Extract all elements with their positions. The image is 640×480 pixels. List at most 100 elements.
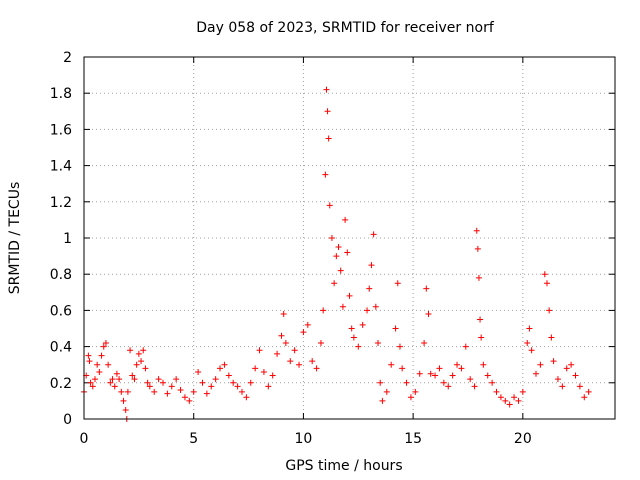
data-point bbox=[421, 339, 428, 346]
data-point bbox=[533, 370, 540, 377]
data-point bbox=[120, 397, 127, 404]
data-point bbox=[432, 372, 439, 379]
data-point bbox=[528, 347, 535, 354]
data-points bbox=[81, 86, 592, 422]
data-point bbox=[388, 361, 395, 368]
data-point bbox=[478, 334, 485, 341]
data-point bbox=[313, 365, 320, 372]
data-point bbox=[100, 343, 107, 350]
data-point bbox=[247, 379, 254, 386]
data-point bbox=[511, 394, 518, 401]
data-point bbox=[412, 388, 419, 395]
data-point bbox=[118, 388, 125, 395]
data-point bbox=[116, 376, 123, 383]
data-point bbox=[449, 372, 456, 379]
data-point bbox=[350, 334, 357, 341]
data-point bbox=[122, 406, 129, 413]
data-point bbox=[576, 383, 583, 390]
data-point bbox=[243, 394, 250, 401]
data-point bbox=[323, 86, 330, 93]
data-point bbox=[151, 388, 158, 395]
y-tick-label: 0.8 bbox=[50, 267, 72, 283]
data-point bbox=[186, 397, 193, 404]
data-point bbox=[383, 388, 390, 395]
axis-ticks bbox=[83, 56, 615, 420]
data-point bbox=[140, 347, 147, 354]
data-point bbox=[159, 379, 166, 386]
y-tick-label: 0.2 bbox=[50, 376, 72, 392]
data-point bbox=[502, 397, 509, 404]
data-point bbox=[396, 343, 403, 350]
data-point bbox=[355, 343, 362, 350]
data-point bbox=[370, 231, 377, 238]
x-tick-label: 5 bbox=[189, 431, 198, 447]
data-point bbox=[133, 361, 140, 368]
data-point bbox=[168, 383, 175, 390]
axis-tick-labels: 0 5 10 15 20 0 0.2 0.4 0.6 0.8 1 1.2 1.4 1.6 1.8 2 bbox=[50, 50, 532, 447]
data-point bbox=[274, 350, 281, 357]
data-point bbox=[572, 372, 579, 379]
data-point bbox=[462, 343, 469, 350]
data-point bbox=[91, 376, 98, 383]
data-point bbox=[155, 376, 162, 383]
data-point bbox=[280, 311, 287, 318]
data-point bbox=[111, 383, 118, 390]
data-point bbox=[317, 339, 324, 346]
data-point bbox=[252, 365, 259, 372]
data-point bbox=[309, 358, 316, 365]
data-point bbox=[377, 379, 384, 386]
data-point bbox=[427, 370, 434, 377]
data-point bbox=[190, 388, 197, 395]
data-point bbox=[436, 365, 443, 372]
data-point bbox=[96, 368, 103, 375]
data-point bbox=[423, 285, 430, 292]
chart-title: Day 058 of 2023, SRMTID for receiver nor… bbox=[196, 20, 495, 36]
data-point bbox=[256, 347, 263, 354]
data-point bbox=[477, 316, 484, 323]
data-point bbox=[265, 383, 272, 390]
x-tick-label: 0 bbox=[80, 431, 89, 447]
grid-lines bbox=[84, 57, 615, 419]
data-point bbox=[394, 280, 401, 287]
data-point bbox=[328, 235, 335, 241]
y-tick-label: 1.4 bbox=[50, 159, 72, 175]
data-point bbox=[138, 358, 145, 365]
data-point bbox=[164, 390, 171, 397]
data-point bbox=[524, 339, 531, 346]
data-point bbox=[372, 303, 379, 310]
data-point bbox=[135, 350, 142, 357]
data-point bbox=[559, 383, 566, 390]
data-point bbox=[342, 216, 349, 223]
data-point bbox=[585, 388, 592, 395]
data-point bbox=[392, 325, 399, 332]
data-point bbox=[335, 244, 342, 251]
data-point bbox=[102, 339, 109, 346]
data-point bbox=[113, 370, 120, 377]
data-point bbox=[506, 401, 513, 408]
data-point bbox=[86, 358, 93, 365]
data-point bbox=[98, 352, 105, 359]
data-point bbox=[221, 361, 228, 368]
data-point bbox=[364, 307, 371, 314]
data-point bbox=[331, 280, 338, 287]
data-point bbox=[375, 339, 382, 346]
data-point bbox=[144, 379, 151, 386]
data-point bbox=[543, 280, 550, 287]
y-tick-label: 0.4 bbox=[50, 340, 72, 356]
data-point bbox=[550, 358, 557, 365]
data-point bbox=[260, 368, 267, 375]
data-point bbox=[346, 292, 353, 299]
data-point bbox=[225, 372, 232, 379]
data-point bbox=[440, 379, 447, 386]
data-point bbox=[445, 383, 452, 390]
data-point bbox=[546, 307, 553, 314]
data-point bbox=[554, 376, 561, 383]
data-point bbox=[537, 361, 544, 368]
data-point bbox=[142, 365, 149, 372]
data-point bbox=[173, 376, 180, 383]
data-point bbox=[568, 361, 575, 368]
data-point bbox=[296, 361, 303, 368]
data-point bbox=[199, 379, 206, 386]
data-point bbox=[581, 394, 588, 401]
